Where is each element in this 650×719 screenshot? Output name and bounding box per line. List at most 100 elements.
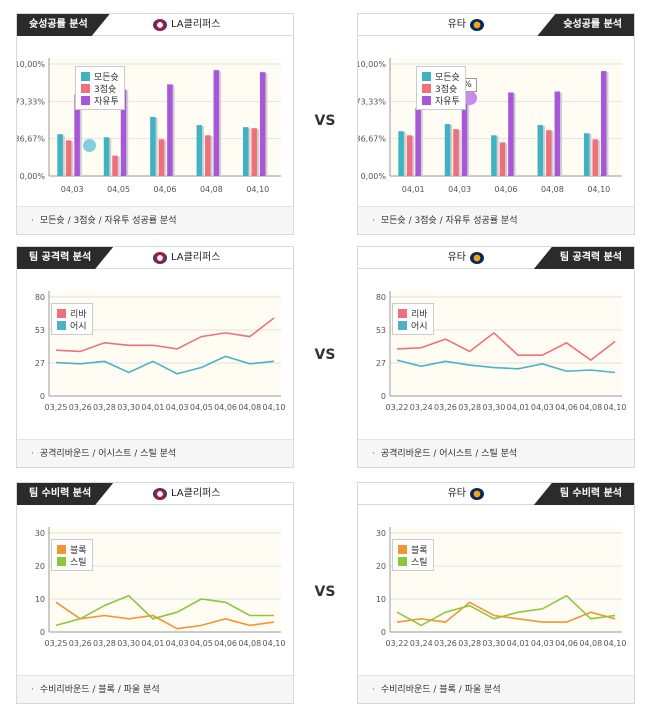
bar-자유투 — [74, 94, 80, 176]
legend-swatch — [398, 556, 407, 566]
defense-line-chart: 30 20 10 0 03,22 03,24 03,26 03,28 03,30 04,01 04,… — [358, 505, 634, 675]
chart-legend: 리바 어시 — [51, 303, 93, 335]
chart-legend: 리바 어시 — [392, 303, 434, 335]
y-tick-label: 36,67% — [17, 135, 45, 144]
bar-자유투 — [415, 107, 421, 176]
chart-svg: 110,00% 73,33% 36,67% 0,00% 04,03 04,05 04,06 0… — [17, 58, 281, 194]
chart-svg: 110,00% 73,33% 36,67% 0,00% 04,01 04,03 04,06 0… — [358, 58, 622, 194]
chart-legend: 모든슛 3점슛 자유투 — [75, 66, 125, 110]
panel-title: 팀 수비력 분석 — [17, 483, 113, 505]
panel-footer: · 수비리바운드 / 블록 / 파울 분석 — [358, 675, 634, 703]
x-tick-label: 04,08 — [238, 639, 261, 648]
left-shooting-panel: 슛성공률 분석 LA클리퍼스 110,00% 73,33% 36,67% 0,00% 0… — [16, 13, 294, 235]
x-tick-label: 03,24 — [410, 639, 433, 648]
jazz-logo-icon — [470, 488, 484, 500]
series-line-블록 — [396, 601, 616, 623]
x-tick-label: 04,06 — [555, 639, 578, 648]
legend-item: 스틸 — [57, 555, 87, 568]
left-defense-panel: 팀 수비력 분석 LA클리퍼스 30 20 10 0 03,25 03,26 03,28 03… — [16, 482, 294, 704]
x-tick-label: 03,22 — [386, 639, 409, 648]
legend-swatch — [422, 95, 431, 105]
x-tick-label: 04,03 — [166, 639, 189, 648]
legend-swatch — [81, 83, 90, 93]
x-tick-label: 04,08 — [238, 403, 261, 412]
bar-3점슛 — [158, 139, 165, 176]
bar-모든슛 — [196, 125, 203, 176]
defense-line-chart: 30 20 10 0 03,25 03,26 03,28 03,30 04,01 04,03 04,… — [17, 505, 293, 675]
bar-모든슛 — [583, 133, 590, 176]
team-name: 유타 — [447, 488, 466, 499]
legend-label: 자유투 — [435, 96, 460, 107]
x-tick-label: 03,30 — [117, 403, 140, 412]
x-tick-label: 04,08 — [579, 403, 602, 412]
bar-자유투 — [259, 72, 266, 176]
y-tick-label: 0 — [40, 628, 45, 637]
jazz-logo-icon — [470, 252, 484, 264]
y-tick-label: 80 — [35, 293, 45, 302]
panel-header: 팀 공격력 분석 LA클리퍼스 — [17, 247, 293, 269]
x-tick-label: 04,10 — [604, 639, 627, 648]
legend-label: 스틸 — [411, 557, 428, 568]
legend-label: 어시 — [70, 321, 87, 332]
x-tick-label: 04,03 — [531, 639, 554, 648]
y-tick-label: 0,00% — [361, 172, 387, 181]
bar-자유투 — [554, 91, 561, 176]
footer-text: 공격리바운드 / 어시스트 / 스틸 분석 — [39, 449, 177, 459]
legend-item: 리바 — [398, 307, 428, 320]
legend-item: 자유투 — [422, 94, 460, 107]
x-tick-label: 03,26 — [69, 639, 92, 648]
team-name: LA클리퍼스 — [171, 252, 221, 263]
legend-swatch — [422, 83, 431, 93]
team-name: LA클리퍼스 — [171, 19, 221, 30]
clippers-logo-icon — [153, 488, 167, 500]
hover-marker — [463, 91, 477, 105]
x-tick-label: 04,03 — [61, 185, 84, 194]
y-tick-label: 36,67% — [358, 135, 386, 144]
bar-자유투 — [508, 92, 514, 176]
legend-item: 어시 — [57, 319, 87, 332]
panel-title: 슛성공률 분석 — [17, 14, 110, 36]
x-tick-label: 04,03 — [166, 403, 189, 412]
x-tick-label: 03,24 — [410, 403, 433, 412]
panel-footer: · 공격리바운드 / 어시스트 / 스틸 분석 — [17, 439, 293, 467]
team-label: LA클리퍼스 — [153, 247, 220, 269]
y-tick-label: 30 — [376, 529, 386, 538]
y-tick-label: 30 — [35, 529, 45, 538]
x-tick-label: 04,01 — [402, 185, 425, 194]
offense-line-chart: 80 53 27 0 03,22 03,24 03,26 03,28 03,30 04,01 04,… — [358, 269, 634, 439]
series-line-스틸 — [55, 594, 274, 627]
y-tick-label: 0 — [381, 628, 386, 637]
footer-text: 모든슛 / 3점슛 / 자유투 성공률 분석 — [39, 216, 177, 226]
panel-header: 팀 수비력 분석 유타 — [358, 483, 634, 505]
clippers-logo-icon — [153, 19, 167, 31]
panel-header: 팀 공격력 분석 유타 — [358, 247, 634, 269]
bar-자유투 — [167, 84, 173, 176]
x-tick-label: 04,08 — [579, 639, 602, 648]
bar-3점슛 — [592, 139, 598, 176]
x-tick-label: 04,03 — [448, 185, 471, 194]
bullet-icon: · — [372, 216, 375, 226]
right-offense-panel: 팀 공격력 분석 유타 80 53 27 0 03,22 03,24 03,26 03,28 0… — [357, 246, 635, 468]
right-defense-panel: 팀 수비력 분석 유타 30 20 10 0 03,22 03,24 03,26 03,28 0… — [357, 482, 635, 704]
legend-item: 스틸 — [398, 555, 428, 568]
y-tick-label: 80 — [376, 293, 386, 302]
x-tick-label: 04,06 — [154, 185, 177, 194]
x-tick-label: 04,06 — [495, 185, 518, 194]
y-tick-label: 20 — [376, 562, 386, 571]
footer-text: 수비리바운드 / 블록 / 파울 분석 — [39, 685, 160, 695]
bar-모든슛 — [242, 127, 249, 176]
y-tick-label: 0,00% — [20, 172, 46, 181]
legend-item: 자유투 — [81, 94, 119, 107]
x-tick-label: 03,26 — [434, 639, 457, 648]
x-tick-label: 04,06 — [555, 403, 578, 412]
bar-모든슛 — [103, 137, 110, 176]
x-tick-label: 04,01 — [507, 403, 530, 412]
bar-3점슛 — [251, 128, 257, 176]
y-tick-label: 27 — [35, 359, 45, 368]
left-offense-panel: 팀 공격력 분석 LA클리퍼스 80 53 27 0 03,25 03,26 03,28 03… — [16, 246, 294, 468]
legend-label: 모든슛 — [94, 72, 119, 83]
x-tick-label: 03,28 — [458, 639, 481, 648]
x-tick-label: 03,25 — [45, 639, 68, 648]
